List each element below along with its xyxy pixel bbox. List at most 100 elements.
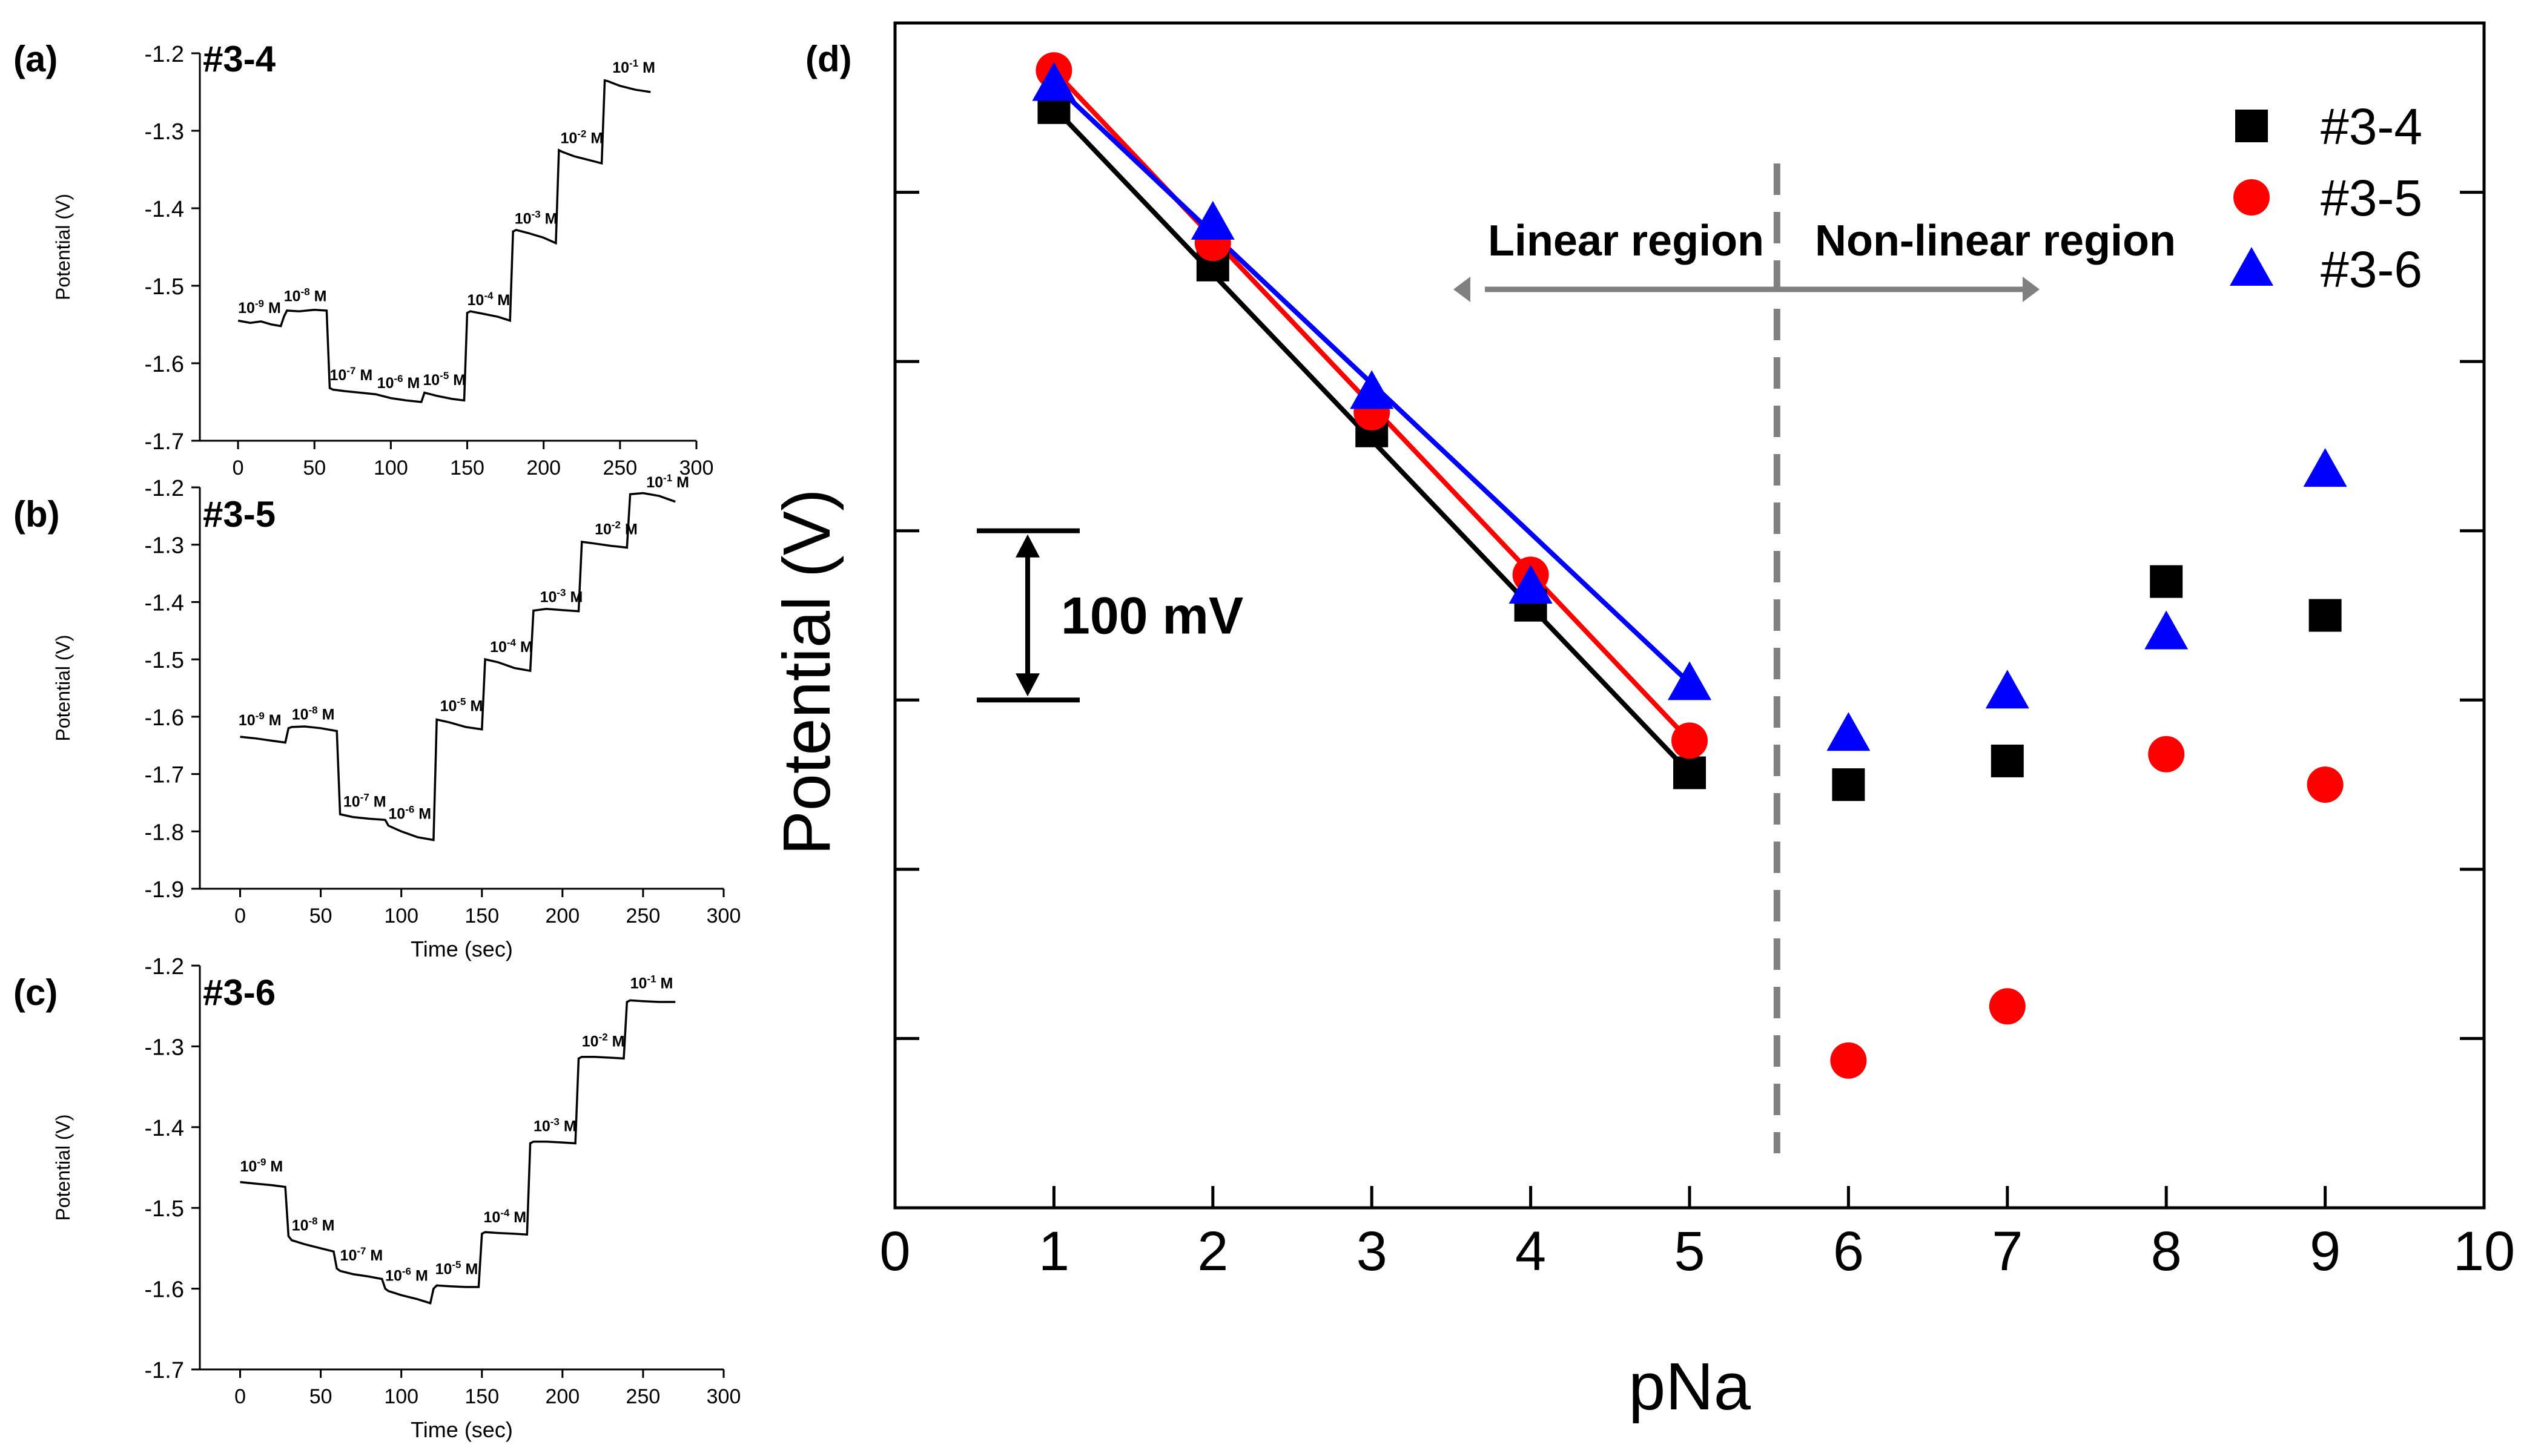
concentration-exponent: -6	[394, 373, 403, 384]
concentration-unit: M	[355, 367, 372, 384]
x-tick-label: 9	[2310, 1220, 2341, 1282]
x-tick-label: 100	[374, 456, 408, 479]
concentration-unit: M	[266, 1158, 283, 1175]
concentration-label: 10-8 M	[292, 1216, 335, 1234]
y-axis-label: Potential (V)	[770, 489, 844, 855]
data-point	[2308, 599, 2342, 632]
linear-arrowhead-placeholder	[1469, 276, 1485, 303]
x-tick-label: 250	[626, 904, 661, 927]
panel-b: -1.2 -1.3 -1.4 -1.5 -1.6 -1.7 -1.8 -1.9 0 50 100 15…	[13, 472, 741, 961]
x-axis-label: Time (sec)	[411, 1417, 513, 1442]
concentration-exponent: -5	[440, 370, 449, 381]
panel-label: (a)	[13, 39, 58, 79]
x-tick-label: 200	[545, 904, 580, 927]
concentration-exponent: -4	[484, 290, 494, 301]
concentration-unit: M	[586, 130, 603, 147]
concentration-exponent: -1	[663, 472, 672, 484]
concentration-label: 10-7 M	[340, 1245, 383, 1264]
panel-label: (b)	[13, 494, 60, 535]
legend-marker	[2233, 179, 2270, 216]
concentration-base: 10	[483, 1209, 500, 1226]
concentration-unit: M	[466, 697, 483, 714]
concentration-unit: M	[493, 292, 510, 309]
series-n3-6	[1032, 62, 2347, 751]
concentration-label: 10-5 M	[440, 696, 483, 714]
panel-label: (d)	[805, 39, 852, 79]
concentration-exponent: -3	[550, 1116, 560, 1127]
concentration-base: 10	[340, 1247, 357, 1264]
concentration-label: 10-4 M	[468, 290, 511, 309]
concentration-unit: M	[449, 372, 466, 389]
x-tick-label: 0	[879, 1220, 910, 1282]
concentration-base: 10	[435, 1261, 452, 1278]
y-tick-label: -1.6	[145, 705, 184, 731]
concentration-label: 10-3 M	[534, 1116, 577, 1135]
y-tick-label: -1.6	[145, 352, 184, 377]
x-tick-label: 300	[679, 456, 714, 479]
concentration-label: 10-4 M	[490, 637, 533, 656]
concentration-base: 10	[240, 1158, 257, 1175]
concentration-unit: M	[608, 1033, 625, 1050]
concentration-unit: M	[264, 300, 281, 317]
x-tick-label: 6	[1833, 1220, 1864, 1282]
x-tick-label: 10	[2453, 1220, 2515, 1282]
concentration-base: 10	[238, 300, 255, 317]
data-point	[1832, 768, 1865, 802]
x-tick-label: 100	[384, 904, 418, 927]
x-tick-label: 50	[309, 904, 332, 927]
concentration-unit: M	[411, 1267, 428, 1284]
concentration-unit: M	[509, 1209, 526, 1226]
x-tick-label: 50	[309, 1385, 332, 1408]
y-tick-label: -1.2	[145, 954, 184, 980]
concentration-base: 10	[630, 975, 647, 992]
linear-region-label: Linear region	[1488, 217, 1764, 265]
concentration-unit: M	[541, 211, 558, 228]
concentration-base: 10	[560, 130, 577, 147]
concentration-base: 10	[343, 794, 360, 811]
concentration-base: 10	[284, 288, 301, 305]
concentration-base: 10	[646, 474, 663, 491]
concentration-base: 10	[490, 639, 507, 656]
concentration-exponent: -2	[612, 519, 621, 531]
scale-bar-arrow-down	[1016, 673, 1040, 697]
data-point	[1191, 200, 1235, 240]
y-axis-label: Potential (V)	[52, 194, 74, 300]
concentration-exponent: -7	[346, 365, 355, 377]
concentration-unit: M	[310, 288, 327, 305]
concentration-exponent: -4	[500, 1207, 510, 1219]
data-point	[2148, 736, 2185, 772]
nonlinear-arrowhead	[2023, 277, 2040, 302]
x-tick-label: 50	[303, 456, 326, 479]
panel-title: #3-5	[203, 494, 276, 535]
x-tick-label: 0	[234, 904, 246, 927]
concentration-base: 10	[540, 588, 557, 605]
concentration-unit: M	[672, 474, 689, 491]
concentration-exponent: -1	[629, 58, 638, 69]
concentration-unit: M	[403, 375, 420, 392]
concentration-unit: M	[656, 975, 673, 992]
data-point	[1673, 756, 1706, 789]
concentration-exponent: -6	[402, 1265, 411, 1277]
data-point	[1350, 370, 1394, 409]
potential-trace	[240, 492, 676, 842]
data-point	[1508, 564, 1553, 604]
x-tick-label: 100	[384, 1385, 418, 1408]
x-tick-label: 1	[1039, 1220, 1069, 1282]
x-tick-label: 150	[464, 904, 499, 927]
concentration-base: 10	[388, 805, 405, 822]
concentration-base: 10	[534, 1118, 550, 1135]
data-point	[2303, 448, 2347, 487]
concentration-unit: M	[366, 1247, 383, 1264]
x-tick-label: 2	[1197, 1220, 1228, 1282]
concentration-label: 10-1 M	[646, 472, 689, 491]
panel-label: (c)	[13, 972, 58, 1013]
y-tick-label: -1.4	[145, 590, 184, 616]
concentration-unit: M	[516, 639, 533, 656]
x-axis-label: pNa	[1628, 1349, 1751, 1424]
panel-c: -1.2 -1.3 -1.4 -1.5 -1.6 -1.7 0 50 100 150 200 250 3…	[13, 954, 741, 1442]
concentration-label: 10-6 M	[388, 803, 431, 822]
x-tick-label: 200	[545, 1385, 580, 1408]
concentration-exponent: -8	[309, 1216, 318, 1227]
concentration-exponent: -9	[257, 1156, 266, 1168]
y-tick-label: -1.5	[145, 648, 184, 673]
